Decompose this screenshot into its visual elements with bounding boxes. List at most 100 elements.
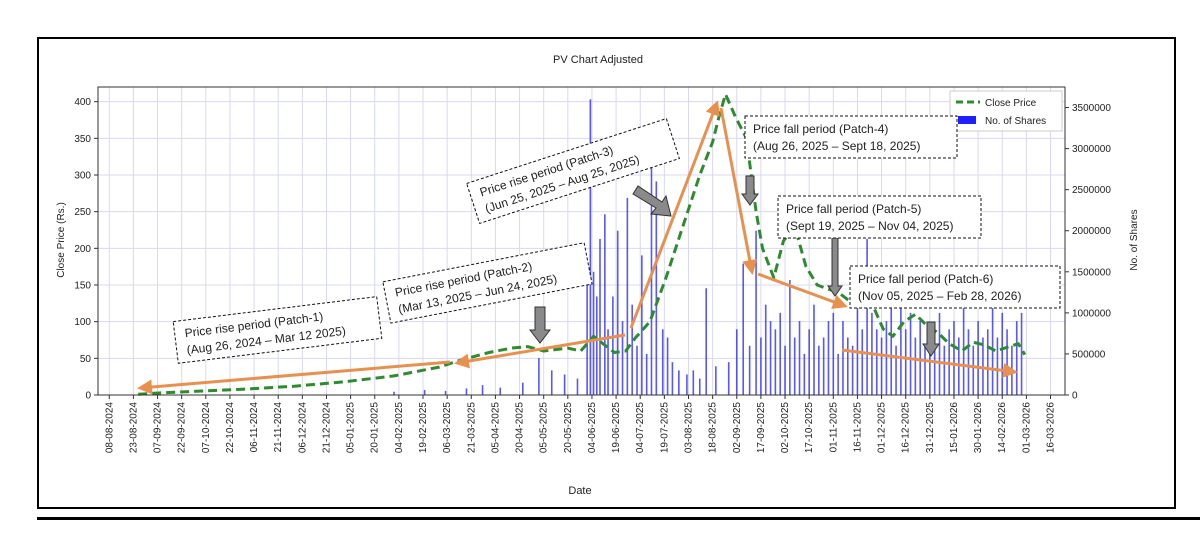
y-tick-label: 350	[74, 134, 91, 145]
trend-arrow-patch2	[454, 333, 626, 369]
volume-bar	[880, 337, 883, 395]
volume-bar	[842, 321, 844, 395]
volume-bar	[938, 312, 941, 395]
close-price-line	[138, 92, 1027, 396]
annotation-patch4: Price fall period (Patch-4) (Aug 26, 202…	[744, 115, 958, 159]
x-tick-label: 17-10-2025	[804, 402, 815, 454]
volume-bar	[798, 321, 801, 395]
y2-tick-label: 2500000	[1072, 185, 1111, 196]
y-axis-label: Close Price (Rs.)	[56, 202, 67, 278]
y-tick-label: 200	[74, 244, 91, 255]
volume-bar	[636, 345, 638, 395]
volume-bar	[1001, 312, 1004, 395]
x-tick-label: 20-01-2025	[370, 402, 381, 454]
volume-bar	[808, 329, 810, 395]
x-tick-label: 19-06-2025	[611, 402, 622, 454]
bottom-rule	[37, 517, 1200, 520]
volume-bar	[856, 304, 859, 395]
x-tick-label: 01-11-2025	[828, 402, 839, 453]
x-tick-label: 04-07-2025	[635, 402, 646, 454]
volume-bar	[986, 329, 989, 395]
trend-arrow-patch6	[841, 348, 1018, 378]
x-tick-label: 30-01-2026	[973, 402, 984, 454]
volume-bar	[846, 337, 849, 395]
volume-bar	[521, 382, 524, 395]
legend-shares: No. of Shares	[985, 116, 1046, 127]
x-tick-label: 15-01-2026	[949, 402, 960, 454]
annotation-patch3: Price rise period (Patch-3) (Jun 25, 202…	[466, 117, 680, 225]
volume-bar	[977, 321, 979, 395]
trend-arrow-patch1	[137, 360, 451, 395]
volume-bar	[755, 230, 757, 395]
y2-tick-label: 1000000	[1072, 308, 1111, 319]
x-tick-label: 17-09-2025	[756, 402, 767, 454]
x-tick-label: 07-10-2024	[201, 402, 212, 454]
x-tick-label: 06-11-2024	[249, 402, 260, 453]
volume-bar	[982, 337, 984, 395]
volume-bar	[803, 353, 806, 395]
annotation-title: Price fall period (Patch-6)	[858, 272, 993, 286]
volume-bar	[818, 345, 820, 395]
volume-bar	[742, 263, 745, 395]
y2-axis-label: No. of Shares	[1129, 209, 1140, 270]
volume-bar	[626, 197, 629, 395]
volume-bar	[779, 312, 782, 395]
x-tick-label: 06-12-2024	[297, 402, 308, 454]
volume-bar	[760, 337, 762, 395]
volume-bar	[875, 329, 878, 395]
volume-bar	[789, 280, 791, 395]
pointer-arrow-patch4	[741, 175, 759, 206]
block-pointers	[528, 175, 940, 357]
volume-bar	[692, 370, 695, 395]
annotation-patch2: Price rise period (Patch-2) (Mar 13, 202…	[382, 242, 593, 324]
volume-bar	[645, 353, 648, 395]
trend-arrow-patch5	[757, 272, 848, 309]
x-tick-label: 03-08-2025	[683, 402, 694, 454]
y-tick-label: 50	[80, 354, 92, 365]
x-tick-label: 16-12-2025	[901, 402, 912, 454]
x-tick-label: 16-11-2025	[852, 402, 863, 453]
x-tick-label: 04-02-2025	[394, 402, 405, 454]
volume-bar	[924, 345, 926, 395]
volume-bar	[1006, 329, 1008, 395]
legend-box	[949, 90, 1063, 132]
x-tick-label: 01-03-2026	[1021, 402, 1032, 454]
volume-bar	[604, 214, 606, 395]
volume-bar	[686, 374, 688, 395]
annotation-box	[849, 265, 1061, 309]
y-tick-label: 400	[74, 97, 91, 108]
volume-bar	[586, 280, 588, 395]
x-tick-label: 21-11-2024	[273, 402, 284, 453]
annotation-box	[744, 115, 958, 159]
y-tick-label: 250	[74, 207, 91, 218]
x-tick-label: 07-09-2024	[153, 402, 164, 454]
volume-bar	[499, 387, 502, 395]
volume-bar	[393, 391, 395, 395]
axes: 08-08-2024 23-08-2024 07-09-2024 22-09-2024…	[74, 97, 1111, 453]
x-tick-label: 31-12-2025	[925, 402, 936, 454]
plot-area	[97, 86, 1066, 396]
volume-bar	[666, 337, 669, 395]
annotation-patch1: Price rise period (Patch-1) (Aug 26, 202…	[172, 296, 383, 364]
y-tick-label: 150	[74, 281, 91, 292]
volume-bar	[769, 321, 772, 395]
volume-bar	[991, 296, 994, 395]
volume-bar	[735, 329, 738, 395]
volume-bar	[705, 288, 707, 395]
volume-bar	[909, 312, 912, 395]
volume-bar	[885, 321, 888, 395]
annotation-box	[382, 242, 593, 324]
volume-bar	[943, 345, 946, 395]
pointer-arrow-patch2	[528, 306, 552, 344]
volume-bar	[678, 370, 680, 395]
x-tick-label: 18-08-2025	[708, 402, 719, 454]
legend: Close Price No. of Shares	[949, 90, 1063, 132]
y-tick-label: 300	[74, 171, 91, 182]
volume-bar	[631, 304, 633, 395]
y2-tick-label: 3000000	[1072, 144, 1111, 155]
volume-bar	[698, 378, 701, 395]
volume-bar	[589, 99, 592, 395]
volume-bar	[607, 329, 609, 395]
volume-bar	[599, 238, 601, 395]
volume-bar	[661, 329, 664, 395]
